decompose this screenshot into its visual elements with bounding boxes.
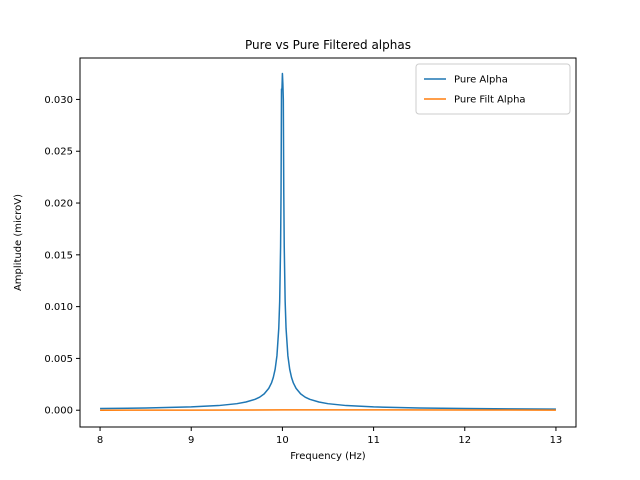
- axes-frame: [79, 57, 577, 428]
- x-tick-label: 13: [550, 435, 563, 446]
- x-tick-label: 10: [276, 435, 289, 446]
- y-tick-label: 0.010: [44, 302, 73, 313]
- x-tick-label: 11: [367, 435, 380, 446]
- y-tick-label: 0.005: [44, 354, 73, 365]
- legend-box: [415, 63, 571, 115]
- series-line-pure-alpha: [100, 72, 556, 410]
- x-tick-label: 9: [188, 435, 194, 446]
- y-tick-label: 0.030: [44, 95, 73, 106]
- y-tick-label: 0.025: [44, 147, 73, 158]
- chart-title: Pure vs Pure Filtered alphas: [245, 38, 411, 52]
- legend: Pure Alpha Pure Filt Alpha: [415, 63, 571, 115]
- y-axis-label: Amplitude (microV): [13, 194, 24, 291]
- y-axis: 0.000 0.005 0.010 0.015 0.020 0.025 0.030: [44, 95, 80, 417]
- y-tick-label: 0.020: [44, 199, 73, 210]
- x-axis-label: Frequency (Hz): [290, 451, 366, 462]
- y-tick-label: 0.015: [44, 250, 73, 261]
- legend-label: Pure Alpha: [454, 75, 508, 86]
- plot-series-group: [100, 72, 556, 411]
- x-tick-label: 12: [458, 435, 471, 446]
- x-axis: 8 9 10 11 12 13: [97, 427, 562, 446]
- x-tick-label: 8: [97, 435, 103, 446]
- legend-label: Pure Filt Alpha: [454, 95, 526, 106]
- y-tick-label: 0.000: [44, 406, 73, 417]
